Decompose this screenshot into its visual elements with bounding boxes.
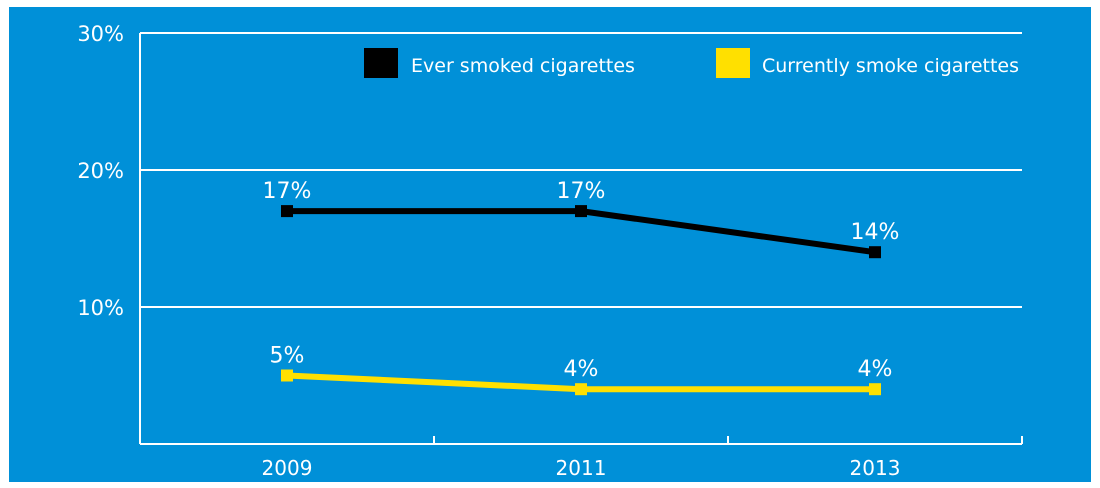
data-label: 17% <box>557 179 606 204</box>
gridlines <box>140 32 1022 308</box>
series-marker <box>869 383 881 396</box>
legend-label: Ever smoked cigarettes <box>411 55 635 77</box>
legend: Ever smoked cigarettes Currently smoke ci… <box>364 48 1019 78</box>
data-label: 4% <box>858 357 893 382</box>
axes <box>139 33 1023 445</box>
line-chart: 10% 20% 30% 2009 2011 2013 17% 17% 14% 5% 4% 4% E… <box>9 7 1091 482</box>
data-label: 4% <box>564 357 599 382</box>
legend-label: Currently smoke cigarettes <box>762 55 1019 77</box>
y-tick-label: 10% <box>77 296 124 320</box>
data-label: 5% <box>270 344 305 369</box>
data-labels: 17% 17% 14% 5% 4% 4% <box>263 179 900 382</box>
legend-swatch <box>364 48 398 78</box>
series-marker <box>281 369 293 382</box>
y-tick-labels: 10% 20% 30% <box>77 22 124 320</box>
data-label: 17% <box>263 179 312 204</box>
series-marker <box>869 246 881 259</box>
x-tick-label: 2009 <box>262 456 313 480</box>
series-marker <box>575 383 587 396</box>
series-lines <box>281 205 881 396</box>
y-tick-label: 20% <box>77 159 124 183</box>
x-tick-labels: 2009 2011 2013 <box>262 456 901 480</box>
x-tick-label: 2013 <box>850 456 901 480</box>
legend-swatch <box>716 48 750 78</box>
chart-background <box>9 7 1091 482</box>
y-tick-label: 30% <box>77 22 124 46</box>
series-marker <box>575 205 587 218</box>
x-tick-label: 2011 <box>556 456 607 480</box>
data-label: 14% <box>851 220 900 245</box>
chart-svg: 10% 20% 30% 2009 2011 2013 17% 17% 14% 5% 4% 4% E… <box>9 7 1091 482</box>
series-marker <box>281 205 293 218</box>
